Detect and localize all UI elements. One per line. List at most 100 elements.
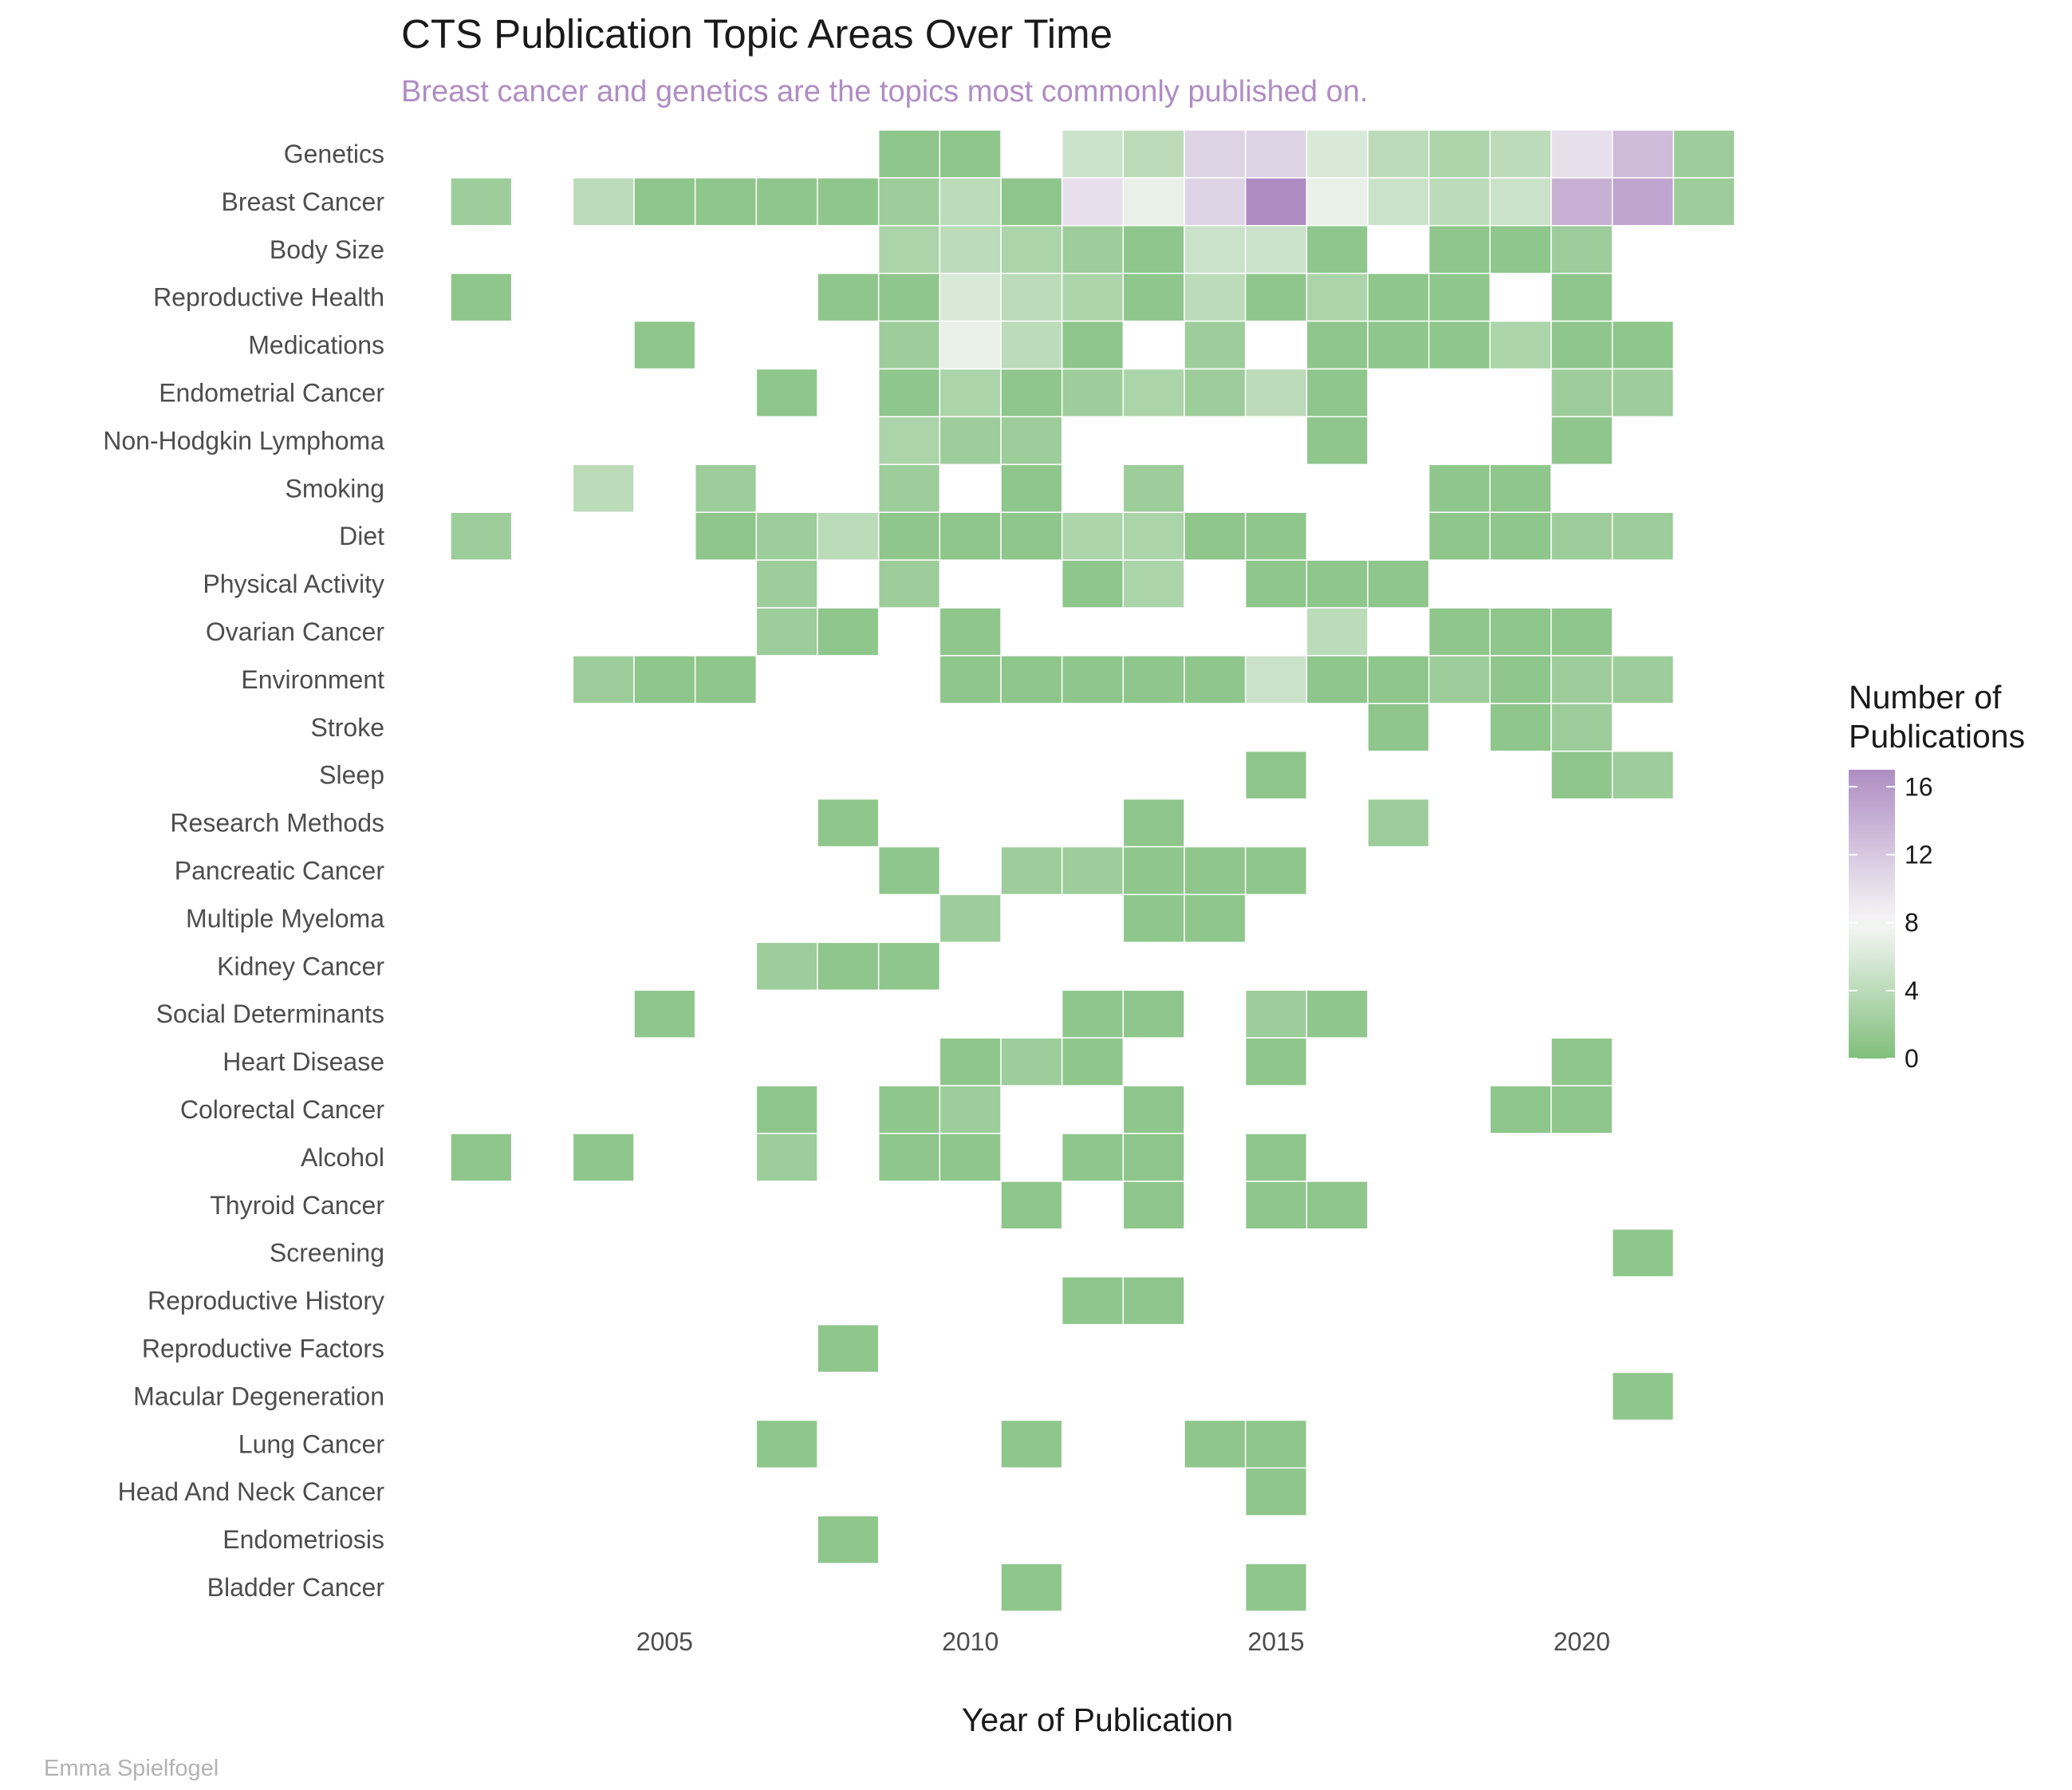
cell-heart-disease-2011 xyxy=(1000,1037,1063,1086)
cell-social-determinants-2016 xyxy=(1306,989,1369,1039)
cell-genetics-2019 xyxy=(1489,129,1552,179)
cell-breast-cancer-2021 xyxy=(1611,177,1675,227)
cell-smoking-2018 xyxy=(1428,463,1491,513)
cell-body-size-2016 xyxy=(1306,225,1369,274)
y-label-heart-disease: Heart Disease xyxy=(223,1047,384,1076)
cell-ovarian-cancer-2020 xyxy=(1550,607,1613,656)
cell-colorectal-cancer-2019 xyxy=(1489,1085,1552,1134)
y-label-screening: Screening xyxy=(270,1239,384,1268)
y-label-environment: Environment xyxy=(241,665,384,694)
cell-genetics-2018 xyxy=(1428,129,1491,179)
cell-smoking-2009 xyxy=(877,463,941,513)
x-axis-title: Year of Publication xyxy=(962,1701,1233,1738)
cell-environment-2012 xyxy=(1061,655,1125,704)
cell-smoking-2004 xyxy=(572,463,635,513)
cell-colorectal-cancer-2013 xyxy=(1122,1085,1185,1134)
cell-environment-2014 xyxy=(1184,655,1247,704)
cell-genetics-2021 xyxy=(1611,129,1675,179)
legend-ticks: 0 4 8 12 16 xyxy=(1849,772,1933,1073)
cell-reproductive-history-2013 xyxy=(1122,1275,1185,1326)
cell-alcohol-2009 xyxy=(877,1133,941,1182)
cell-reproductive-history-2012 xyxy=(1061,1275,1125,1326)
cell-diet-2012 xyxy=(1061,511,1125,561)
cell-physical-activity-2013 xyxy=(1122,559,1185,609)
cell-diet-2002 xyxy=(450,511,513,561)
cell-reproductive-health-2009 xyxy=(877,272,941,322)
cell-alcohol-2015 xyxy=(1244,1133,1308,1182)
cell-breast-cancer-2010 xyxy=(939,177,1002,227)
cell-smoking-2006 xyxy=(694,463,758,513)
y-label-alcohol: Alcohol xyxy=(301,1143,384,1172)
cell-pancreatic-cancer-2009 xyxy=(877,846,941,896)
cell-non-hodgkin-lymphoma-2010 xyxy=(939,416,1002,466)
legend-title-line-2: Publications xyxy=(1849,718,2025,755)
cell-ovarian-cancer-2008 xyxy=(817,607,880,656)
cell-thyroid-cancer-2013 xyxy=(1122,1181,1185,1230)
cell-body-size-2010 xyxy=(939,225,1002,274)
cell-medications-2005 xyxy=(633,320,696,370)
cell-body-size-2011 xyxy=(1000,225,1063,274)
cell-lung-cancer-2011 xyxy=(1000,1419,1063,1469)
cell-breast-cancer-2019 xyxy=(1489,177,1552,227)
legend-tick-label-0: 0 xyxy=(1905,1044,1919,1073)
y-label-endometrial-cancer: Endometrial Cancer xyxy=(159,378,384,407)
cell-reproductive-health-2010 xyxy=(939,272,1002,322)
cell-breast-cancer-2016 xyxy=(1306,177,1369,227)
cell-environment-2004 xyxy=(572,655,635,704)
cell-lung-cancer-2007 xyxy=(755,1419,818,1469)
x-tick-2020: 2020 xyxy=(1554,1627,1610,1656)
y-label-physical-activity: Physical Activity xyxy=(203,570,384,598)
cell-endometrial-cancer-2021 xyxy=(1611,368,1675,418)
cell-physical-activity-2012 xyxy=(1061,559,1125,609)
y-label-genetics: Genetics xyxy=(284,140,384,168)
cell-smoking-2019 xyxy=(1489,463,1552,513)
cell-pancreatic-cancer-2011 xyxy=(1000,846,1063,896)
cell-genetics-2016 xyxy=(1306,129,1369,179)
cell-diet-2008 xyxy=(817,511,880,561)
heatmap-cells xyxy=(450,129,1735,1612)
y-label-non-hodgkin-lymphoma: Non-Hodgkin Lymphoma xyxy=(103,426,384,455)
cell-genetics-2009 xyxy=(877,129,941,179)
cell-alcohol-2013 xyxy=(1122,1133,1185,1182)
cell-pancreatic-cancer-2013 xyxy=(1122,846,1185,896)
y-label-bladder-cancer: Bladder Cancer xyxy=(207,1573,385,1602)
x-tick-2010: 2010 xyxy=(942,1627,999,1656)
cell-breast-cancer-2012 xyxy=(1061,177,1125,227)
cell-kidney-cancer-2007 xyxy=(755,941,818,992)
cell-diet-2007 xyxy=(755,511,818,561)
cell-diet-2020 xyxy=(1550,511,1613,561)
cell-reproductive-health-2002 xyxy=(450,272,513,322)
cell-medications-2011 xyxy=(1000,320,1063,370)
cell-medications-2019 xyxy=(1489,320,1552,370)
cell-endometrial-cancer-2010 xyxy=(939,368,1002,418)
y-label-ovarian-cancer: Ovarian Cancer xyxy=(206,617,384,646)
cell-environment-2015 xyxy=(1244,655,1308,704)
cell-colorectal-cancer-2010 xyxy=(939,1085,1002,1134)
cell-research-methods-2008 xyxy=(817,798,880,848)
cell-genetics-2015 xyxy=(1244,129,1308,179)
cell-breast-cancer-2006 xyxy=(694,177,758,227)
cell-colorectal-cancer-2007 xyxy=(755,1085,818,1134)
cell-genetics-2010 xyxy=(939,129,1002,179)
y-label-kidney-cancer: Kidney Cancer xyxy=(217,952,384,980)
y-label-endometriosis: Endometriosis xyxy=(223,1525,384,1554)
cell-endometrial-cancer-2012 xyxy=(1061,368,1125,418)
cell-breast-cancer-2007 xyxy=(755,177,818,227)
cell-genetics-2012 xyxy=(1061,129,1125,179)
cell-body-size-2015 xyxy=(1244,225,1308,274)
cell-thyroid-cancer-2011 xyxy=(1000,1181,1063,1230)
cell-heart-disease-2012 xyxy=(1061,1037,1125,1086)
cell-macular-degeneration-2021 xyxy=(1611,1371,1675,1421)
cell-bladder-cancer-2011 xyxy=(1000,1563,1063,1612)
y-label-lung-cancer: Lung Cancer xyxy=(238,1429,385,1458)
cell-physical-activity-2016 xyxy=(1306,559,1369,609)
cell-endometrial-cancer-2014 xyxy=(1184,368,1247,418)
cell-heart-disease-2010 xyxy=(939,1037,1002,1086)
y-label-breast-cancer: Breast Cancer xyxy=(221,187,384,216)
cell-reproductive-health-2020 xyxy=(1550,272,1613,322)
cell-breast-cancer-2004 xyxy=(572,177,635,227)
y-label-smoking: Smoking xyxy=(286,474,385,503)
cell-environment-2006 xyxy=(694,655,758,704)
cell-environment-2013 xyxy=(1122,655,1185,704)
